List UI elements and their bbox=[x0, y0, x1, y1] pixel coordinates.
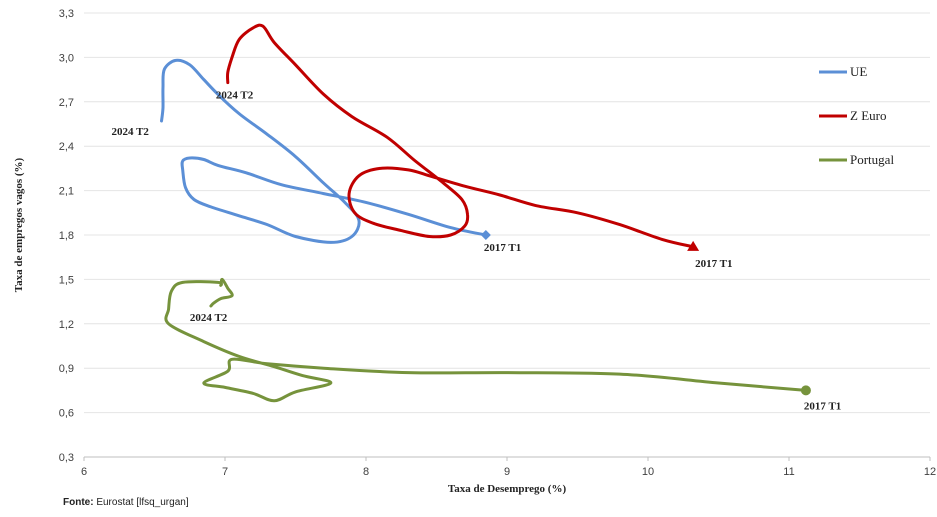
legend-label-portugal: Portugal bbox=[850, 152, 894, 167]
series-line-portugal bbox=[164, 277, 808, 403]
legend: UE Z Euro Portugal bbox=[819, 64, 894, 167]
source-prefix: Fonte: bbox=[63, 497, 94, 508]
y-tick-label: 1,8 bbox=[59, 230, 74, 242]
start-marker-z-euro bbox=[687, 240, 700, 251]
start-label-portugal: 2017 T1 bbox=[804, 400, 841, 412]
series-markers bbox=[480, 230, 811, 396]
x-tick-labels: 6 7 8 9 10 11 12 bbox=[81, 466, 936, 478]
gridlines bbox=[83, 12, 931, 461]
x-axis-title: Taxa de Desemprego (%) bbox=[448, 483, 567, 495]
start-marker-portugal bbox=[800, 385, 811, 396]
x-tick-label: 7 bbox=[222, 466, 228, 478]
legend-label-z-euro: Z Euro bbox=[850, 108, 886, 123]
x-tick-label: 10 bbox=[642, 466, 654, 478]
x-tick-label: 9 bbox=[504, 466, 510, 478]
y-tick-label: 3,3 bbox=[59, 8, 74, 20]
series-line-ue bbox=[160, 58, 488, 244]
end-label-z-euro: 2024 T2 bbox=[216, 90, 254, 102]
x-tick-label: 12 bbox=[924, 466, 936, 478]
point-labels: 2017 T1 2024 T2 2017 T1 2024 T2 2017 T1 2024 … bbox=[112, 90, 842, 413]
series-lines bbox=[160, 23, 808, 403]
x-tick-label: 6 bbox=[81, 466, 87, 478]
start-label-z-euro: 2017 T1 bbox=[695, 258, 732, 270]
y-tick-labels: 0,3 0,6 0,9 1,2 1,5 1,8 2,1 2,4 2,7 3,0 3,3 bbox=[59, 8, 74, 464]
y-tick-label: 0,9 bbox=[59, 363, 74, 375]
y-tick-label: 0,3 bbox=[59, 452, 74, 464]
end-label-ue: 2024 T2 bbox=[112, 126, 150, 138]
chart: 0,3 0,6 0,9 1,2 1,5 1,8 2,1 2,4 2,7 3,0 3,3 6 7 8 9 10… bbox=[13, 8, 936, 495]
y-tick-label: 3,0 bbox=[59, 52, 74, 64]
y-axis-title: Taxa de empregos vagos (%) bbox=[13, 157, 25, 292]
start-marker-ue bbox=[480, 230, 491, 240]
y-tick-label: 1,5 bbox=[59, 274, 74, 286]
y-tick-label: 2,1 bbox=[59, 186, 74, 198]
end-label-portugal: 2024 T2 bbox=[190, 312, 228, 324]
source-text: Eurostat [lfsq_urgan] bbox=[93, 497, 189, 508]
start-label-ue: 2017 T1 bbox=[484, 242, 521, 254]
y-tick-label: 2,4 bbox=[59, 141, 74, 153]
y-tick-label: 2,7 bbox=[59, 97, 74, 109]
source-note: Fonte: Eurostat [lfsq_urgan] bbox=[63, 497, 189, 508]
legend-label-ue: UE bbox=[850, 64, 867, 79]
y-tick-label: 1,2 bbox=[59, 319, 74, 331]
x-tick-label: 11 bbox=[783, 466, 794, 478]
y-tick-label: 0,6 bbox=[59, 408, 74, 420]
x-tick-label: 8 bbox=[363, 466, 369, 478]
series-line-z-euro bbox=[225, 23, 695, 249]
